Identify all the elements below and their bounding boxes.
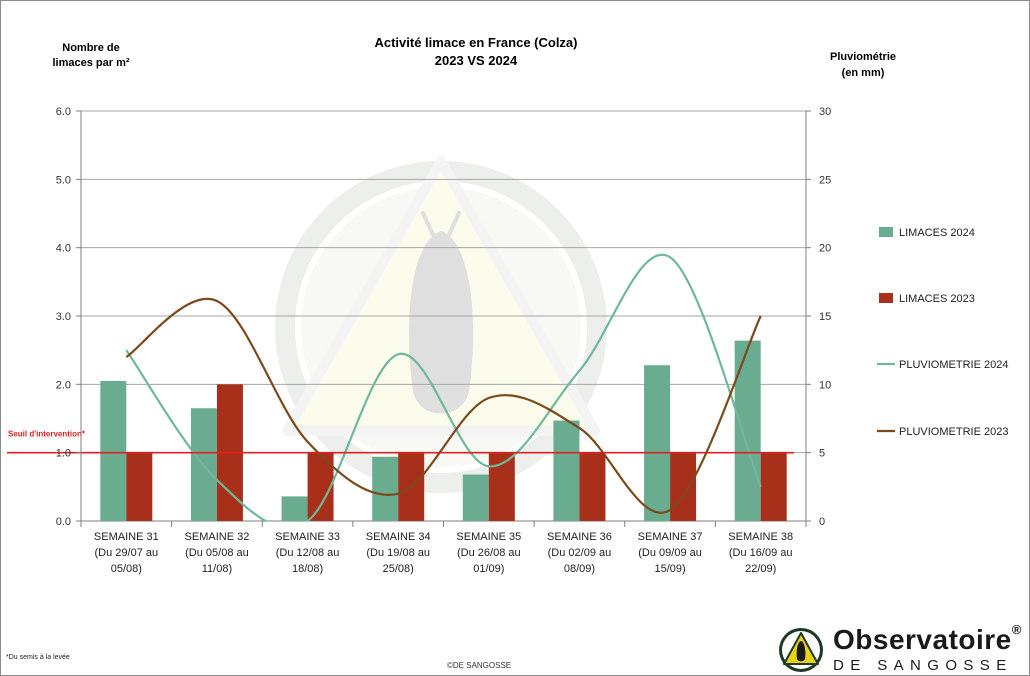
y-right-tick-label: 20 <box>819 243 831 255</box>
bar-limaces-2024 <box>644 365 671 521</box>
bar-limaces-2023 <box>760 452 787 521</box>
x-tick-label: SEMAINE 36 <box>547 531 612 543</box>
legend-label: PLUVIOMETRIE 2023 <box>899 426 1008 438</box>
y-left-tick-label: 4.0 <box>56 243 71 255</box>
chart-subtitle: 2023 VS 2024 <box>435 53 518 68</box>
x-tick-label: 22/09) <box>745 563 776 575</box>
chart-title: Activité limace en France (Colza) <box>374 35 577 50</box>
y-right-tick-label: 30 <box>819 106 831 118</box>
x-tick-label: 25/08) <box>383 563 414 575</box>
x-tick-label: SEMAINE 33 <box>275 531 340 543</box>
x-tick-label: 15/09) <box>654 563 685 575</box>
y-left-label-line2: limaces par m² <box>52 57 129 69</box>
y-right-label-line1: Pluviométrie <box>830 51 896 63</box>
y-left-tick-label: 3.0 <box>56 311 71 323</box>
bar-limaces-2024 <box>281 496 308 521</box>
x-tick-label: (Du 19/08 au <box>366 547 430 559</box>
legend-label: PLUVIOMETRIE 2024 <box>899 359 1008 371</box>
y-left-tick-label: 6.0 <box>56 106 71 118</box>
x-tick-label: (Du 12/08 au <box>276 547 340 559</box>
x-tick-label: SEMAINE 38 <box>728 531 793 543</box>
footnote: *Du semis à la levée <box>6 654 70 661</box>
y-left-tick-label: 0.0 <box>56 516 71 528</box>
bar-limaces-2024 <box>553 420 580 521</box>
legend-swatch <box>879 227 893 237</box>
legend-label: LIMACES 2023 <box>899 293 975 305</box>
line-pluviometrie-2023 <box>125 297 762 514</box>
x-tick-label: (Du 02/09 au <box>548 547 612 559</box>
bar-limaces-2024 <box>734 340 761 521</box>
bar-limaces-2023 <box>579 452 606 521</box>
bar-limaces-2024 <box>372 456 399 521</box>
watermark-logo <box>275 156 607 493</box>
legend-label: LIMACES 2024 <box>899 227 975 239</box>
y-right-tick-label: 0 <box>819 516 825 528</box>
x-tick-label: SEMAINE 37 <box>638 531 703 543</box>
x-tick-label: (Du 16/09 au <box>729 547 793 559</box>
y-right-tick-label: 10 <box>819 379 831 391</box>
x-tick-label: SEMAINE 31 <box>94 531 159 543</box>
y-right-label-line2: (en mm) <box>842 67 885 79</box>
x-tick-label: 01/09) <box>473 563 504 575</box>
x-tick-label: SEMAINE 34 <box>366 531 431 543</box>
x-tick-label: (Du 26/08 au <box>457 547 521 559</box>
bar-limaces-2023 <box>126 452 153 521</box>
brand-subtitle: DE SANGOSSE <box>833 657 1013 674</box>
y-left-label-line1: Nombre de <box>62 42 119 54</box>
x-tick-label: (Du 05/08 au <box>185 547 249 559</box>
x-tick-label: 08/09) <box>564 563 595 575</box>
x-tick-label: SEMAINE 35 <box>456 531 521 543</box>
x-tick-label: 11/08) <box>202 563 232 575</box>
y-right-tick-label: 25 <box>819 174 831 186</box>
y-left-tick-label: 1.0 <box>56 448 71 460</box>
bar-limaces-2023 <box>670 452 697 521</box>
bar-limaces-2024 <box>462 474 489 521</box>
y-right-tick-label: 15 <box>819 311 831 323</box>
threshold-label: Seuil d'intervention* <box>8 430 86 439</box>
bar-limaces-2024 <box>100 380 127 521</box>
line-pluviometrie-2024 <box>125 253 762 521</box>
brand-emblem-icon <box>779 628 823 672</box>
x-tick-label: SEMAINE 32 <box>185 531 250 543</box>
y-left-tick-label: 2.0 <box>56 379 71 391</box>
x-tick-label: 05/08) <box>111 563 142 575</box>
x-tick-label: (Du 29/07 au <box>95 547 159 559</box>
legend-swatch <box>879 293 893 303</box>
brand-name: Observatoire® <box>833 622 1022 655</box>
brand-logo: Observatoire® DE SANGOSSE <box>777 622 1027 674</box>
y-left-tick-label: 5.0 <box>56 174 71 186</box>
x-tick-label: (Du 09/09 au <box>638 547 702 559</box>
copyright: ©DE SANGOSSE <box>447 661 512 670</box>
x-tick-label: 18/08) <box>292 563 323 575</box>
y-right-tick-label: 5 <box>819 448 825 460</box>
